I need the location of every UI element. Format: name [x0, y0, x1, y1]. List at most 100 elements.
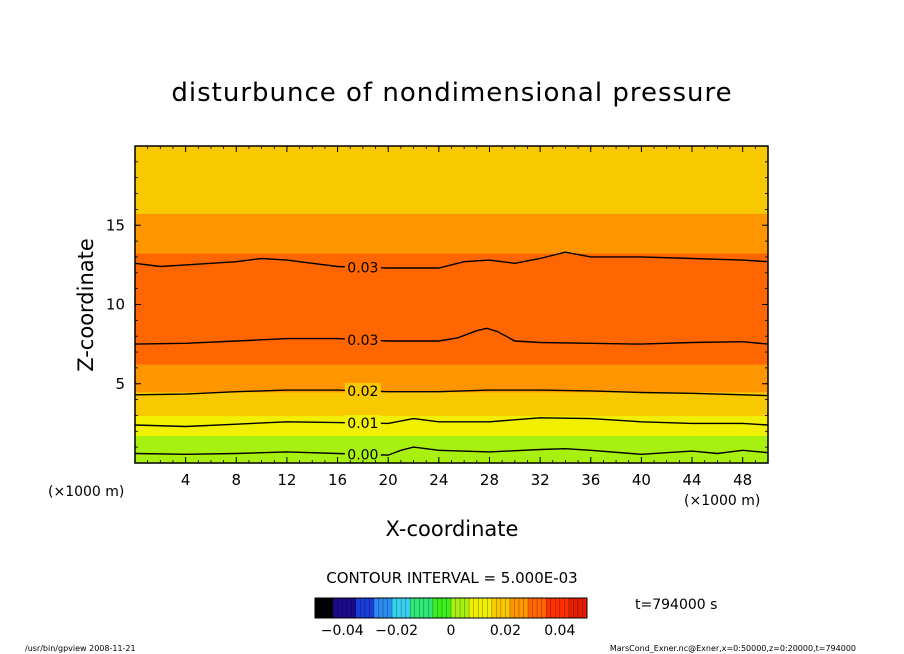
x-tick-label: 28 — [480, 471, 499, 489]
contour-band — [135, 344, 768, 349]
contour-band — [135, 249, 768, 254]
colorbar-cell — [446, 598, 452, 618]
contour-band — [135, 316, 768, 321]
contour-band — [135, 387, 768, 393]
contour-band — [135, 272, 768, 278]
colorbar-cell — [491, 598, 497, 618]
y-tick-label: 15 — [106, 216, 125, 234]
y-tick-label: 5 — [115, 375, 125, 393]
colorbar-tick-label: 0 — [447, 623, 456, 639]
contour-band — [135, 217, 768, 222]
contour-band — [135, 252, 768, 258]
colorbar-cell — [333, 598, 338, 618]
contour-band — [135, 379, 768, 385]
colorbar-cell — [410, 598, 416, 618]
colorbar-cell — [378, 598, 384, 618]
colorbar-tick-label: −0.04 — [321, 623, 364, 639]
colorbar-cell — [519, 598, 524, 618]
contour-band — [135, 451, 768, 456]
contour-band — [135, 447, 768, 452]
contour-band — [135, 383, 768, 389]
colorbar-cell — [500, 598, 506, 618]
colorbar-cell — [324, 598, 329, 618]
colorbar-cell — [568, 598, 574, 618]
contour-band — [135, 324, 768, 329]
contour-band — [135, 256, 768, 262]
colorbar-cell — [337, 598, 343, 618]
colorbar-cell — [505, 598, 511, 618]
contour-band — [135, 395, 768, 401]
colorbar-ticks: −0.04 −0.02 0 0.02 0.04 — [321, 623, 576, 639]
colorbar-cell — [509, 598, 515, 618]
footer-right: MarsCond_Exner.nc@Exner,x=0:50000,z=0:20… — [610, 644, 856, 653]
contour-band — [135, 375, 768, 381]
contour-band — [135, 268, 768, 274]
colorbar-cell — [514, 598, 520, 618]
contour-band — [135, 439, 768, 444]
colorbar-cell — [432, 598, 438, 618]
contour-band — [135, 427, 768, 432]
contour-band — [135, 197, 768, 203]
colorbar-cell — [373, 598, 379, 618]
contour-band — [135, 185, 768, 191]
colorbar-cell — [546, 598, 552, 618]
colorbar-cell — [392, 598, 397, 618]
contour-band — [135, 157, 768, 163]
contour-band — [135, 233, 768, 238]
colorbar-cell — [537, 598, 542, 618]
contour-band — [135, 415, 768, 421]
contour-band — [135, 153, 768, 159]
colorbar-cell — [414, 598, 420, 618]
contour-band — [135, 367, 768, 373]
contour-band — [135, 340, 768, 345]
contour-band — [135, 264, 768, 270]
contour-band — [135, 177, 768, 183]
colorbar-cell — [555, 598, 561, 618]
contour-band — [135, 300, 768, 306]
contour-line — [134, 417, 769, 428]
colorbar-cell — [437, 598, 443, 618]
contour-label-bg — [344, 259, 381, 276]
contour-band — [135, 371, 768, 377]
colorbar-cell — [319, 598, 325, 618]
colorbar-cell — [419, 598, 425, 618]
footer-left: /usr/bin/gpview 2008-11-21 — [25, 644, 136, 653]
contour-band — [135, 352, 768, 357]
contour-line — [134, 389, 769, 397]
colorbar-cell — [469, 598, 474, 618]
contour-band — [135, 332, 768, 337]
contour-line — [134, 446, 769, 456]
contour-band — [135, 245, 768, 250]
colorbar-cell — [451, 598, 456, 618]
colorbar-cell — [396, 598, 402, 618]
contour-band — [135, 435, 768, 440]
colorbar-cell — [423, 598, 429, 618]
colorbar-cell — [464, 598, 470, 618]
colorbar-cell — [559, 598, 565, 618]
time-label: t=794000 s — [635, 597, 717, 613]
x-axis-label: X-coordinate — [386, 517, 519, 541]
colorbar-cell — [346, 598, 352, 618]
x-ticks: 4 8 12 16 20 24 28 32 36 40 44 48 — [147, 146, 756, 489]
contour-label: 0.03 — [347, 333, 378, 349]
colorbar-cell — [405, 598, 411, 618]
contour-lines: 0.03 0.03 0.02 0.01 0.00 — [134, 251, 769, 463]
contour-label: 0.03 — [347, 260, 378, 276]
colorbar-cell — [532, 598, 538, 618]
contour-band — [135, 221, 768, 226]
contour-band — [135, 308, 768, 314]
colorbar-cell — [428, 598, 434, 618]
contour-band — [135, 193, 768, 199]
colorbar-cell — [342, 598, 348, 618]
contour-band — [135, 403, 768, 409]
x-tick-label: 20 — [379, 471, 398, 489]
contour-band — [135, 363, 768, 369]
chart-title: disturbunce of nondimensional pressure — [171, 78, 732, 108]
colorbar-cell — [360, 598, 366, 618]
colorbar-cell — [351, 598, 357, 618]
contour-band — [135, 348, 768, 353]
contour-band — [135, 312, 768, 317]
x-unit-right: (×1000 m) — [684, 493, 760, 509]
colorbar-cell — [550, 598, 556, 618]
